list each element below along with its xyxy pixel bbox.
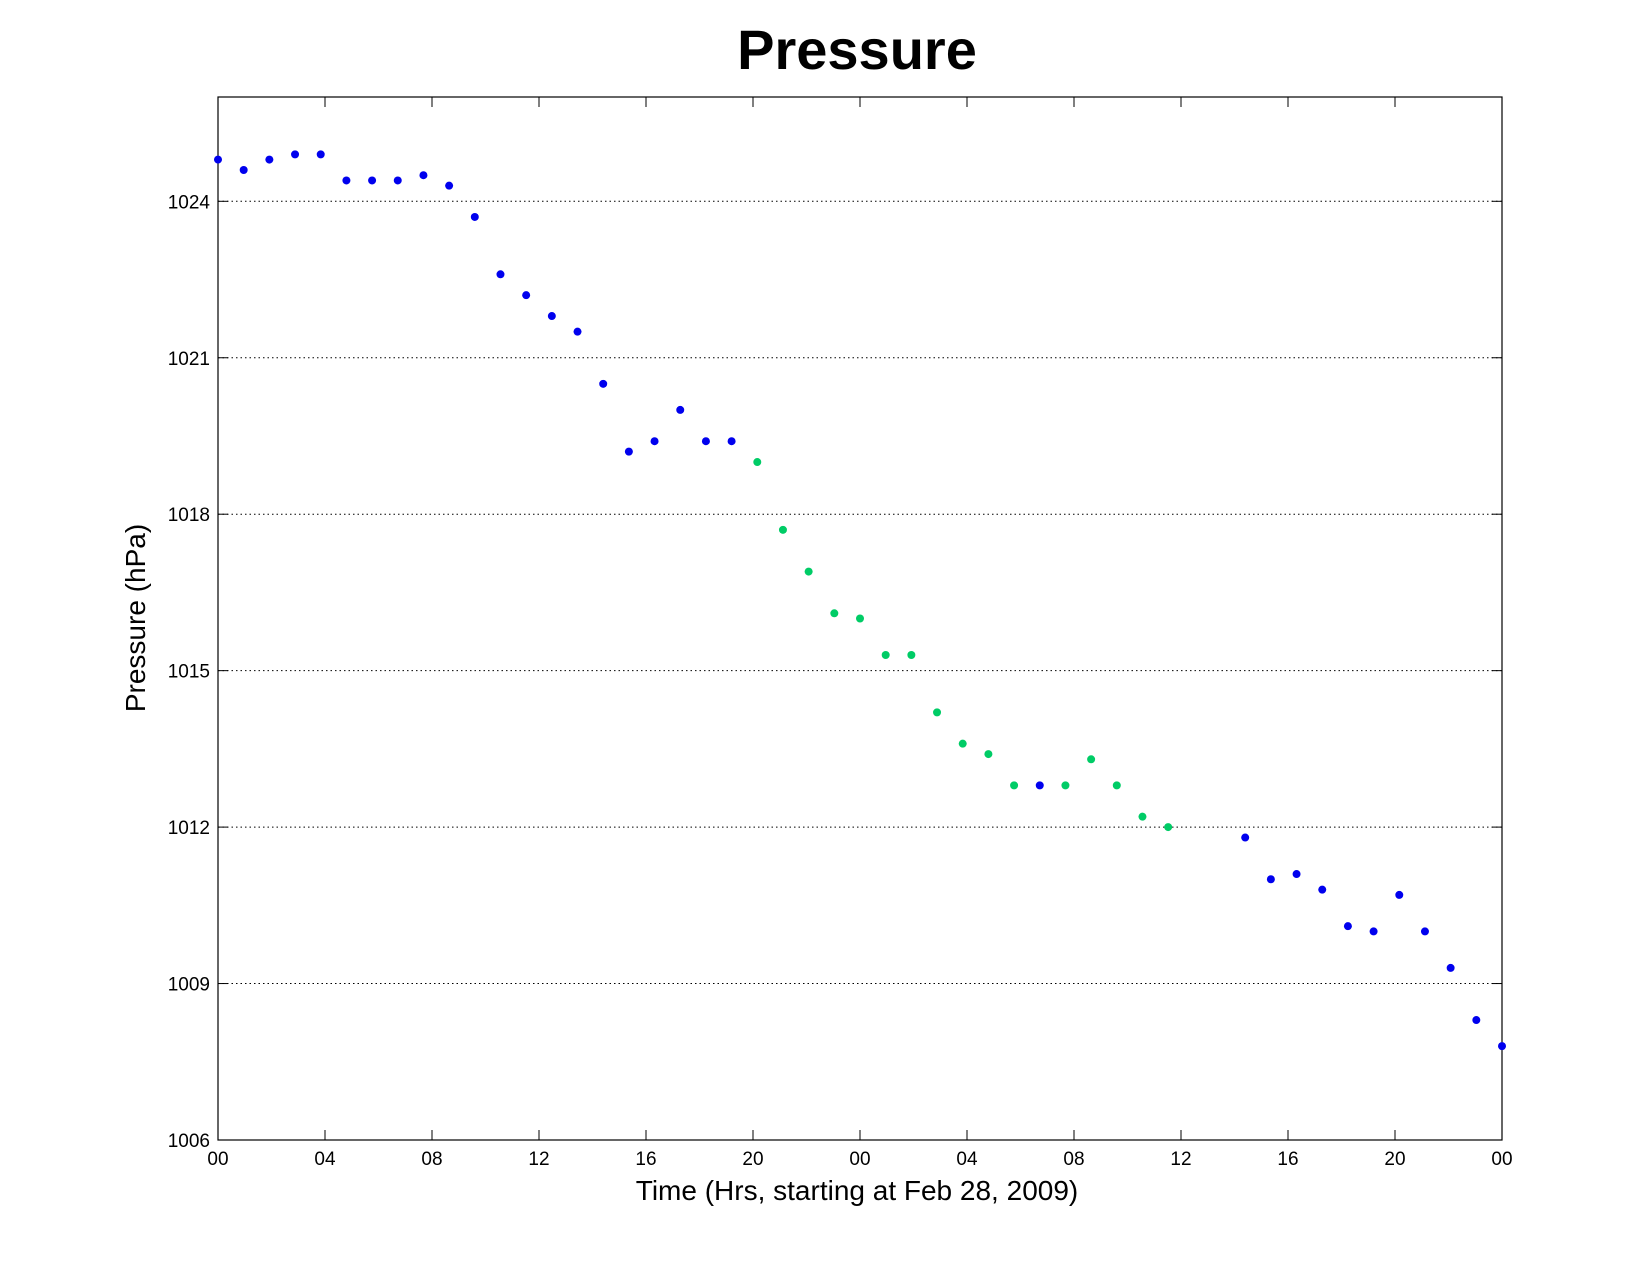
data-point-blue	[599, 379, 608, 388]
x-tick-label: 20	[742, 1149, 763, 1170]
data-point-blue	[342, 176, 351, 185]
data-point-blue	[496, 270, 505, 279]
data-point-green	[1112, 781, 1121, 790]
x-tick-label: 08	[421, 1149, 442, 1170]
data-point-green	[804, 567, 813, 576]
data-point-green	[753, 458, 762, 467]
data-point-blue	[1446, 963, 1455, 972]
y-tick-label: 1006	[168, 1131, 210, 1152]
data-point-blue	[1420, 927, 1429, 936]
x-tick-label: 04	[314, 1149, 336, 1170]
x-tick-label: 04	[956, 1149, 978, 1170]
data-point-blue	[1292, 870, 1301, 879]
data-point-blue	[445, 181, 454, 190]
data-point-green	[856, 614, 864, 623]
data-point-blue	[676, 405, 685, 414]
x-axis-label: Time (Hrs, starting at Feb 28, 2009)	[636, 1175, 1078, 1206]
x-tick-label: 12	[528, 1149, 549, 1170]
y-tick-label: 1021	[168, 349, 210, 370]
data-point-blue	[239, 166, 248, 175]
data-point-blue	[624, 447, 633, 456]
data-point-blue	[1369, 927, 1378, 936]
data-point-green	[1138, 812, 1147, 821]
x-tick-label: 20	[1384, 1149, 1405, 1170]
data-point-green	[933, 708, 942, 717]
y-tick-label: 1009	[168, 975, 210, 996]
data-point-green	[1010, 781, 1019, 790]
data-point-blue	[701, 437, 710, 446]
data-point-green	[1061, 781, 1070, 790]
data-point-blue	[727, 437, 736, 446]
y-tick-label: 1012	[168, 818, 210, 839]
x-tick-label: 00	[849, 1149, 870, 1170]
data-point-green	[881, 651, 890, 660]
data-point-green	[907, 651, 916, 660]
data-point-green	[1087, 755, 1096, 764]
data-point-green	[984, 750, 993, 759]
data-point-blue	[316, 150, 325, 159]
data-point-green	[1164, 823, 1173, 832]
data-point-blue	[1241, 833, 1250, 842]
data-point-blue	[265, 155, 274, 164]
data-point-green	[830, 609, 839, 618]
data-point-blue	[1266, 875, 1275, 884]
data-point-blue	[547, 312, 556, 321]
data-point-blue	[368, 176, 377, 185]
x-tick-label: 12	[1170, 1149, 1191, 1170]
data-point-green	[778, 525, 787, 534]
x-tick-label: 16	[635, 1149, 656, 1170]
chart-title: Pressure	[737, 18, 977, 81]
data-points	[214, 150, 1506, 1051]
data-point-blue	[291, 150, 300, 159]
y-tick-label: 1024	[168, 192, 211, 213]
x-tick-label: 00	[1491, 1149, 1512, 1170]
data-point-blue	[1318, 885, 1327, 894]
data-point-blue	[573, 327, 582, 336]
x-tick-label: 08	[1063, 1149, 1084, 1170]
x-tick-label: 16	[1277, 1149, 1298, 1170]
data-point-blue	[214, 155, 222, 164]
data-point-blue	[1035, 781, 1044, 790]
data-point-blue	[1395, 890, 1404, 899]
data-point-green	[958, 739, 967, 748]
y-axis-label: Pressure (hPa)	[120, 524, 151, 712]
data-point-blue	[1343, 922, 1352, 931]
data-point-blue	[470, 212, 479, 221]
data-point-blue	[1498, 1042, 1506, 1051]
x-tick-label: 00	[207, 1149, 228, 1170]
y-tick-label: 1018	[168, 505, 210, 526]
grid-lines	[218, 200, 1502, 985]
y-tick-label: 1015	[168, 662, 210, 683]
data-point-blue	[1472, 1016, 1481, 1025]
axis-ticks: 1006 1009 1012 1015 1018 1021 1024 00 04 08 12 16 20…	[168, 97, 1513, 1170]
data-point-blue	[522, 291, 531, 300]
data-point-blue	[650, 437, 659, 446]
data-point-blue	[393, 176, 402, 185]
data-point-blue	[419, 171, 428, 180]
